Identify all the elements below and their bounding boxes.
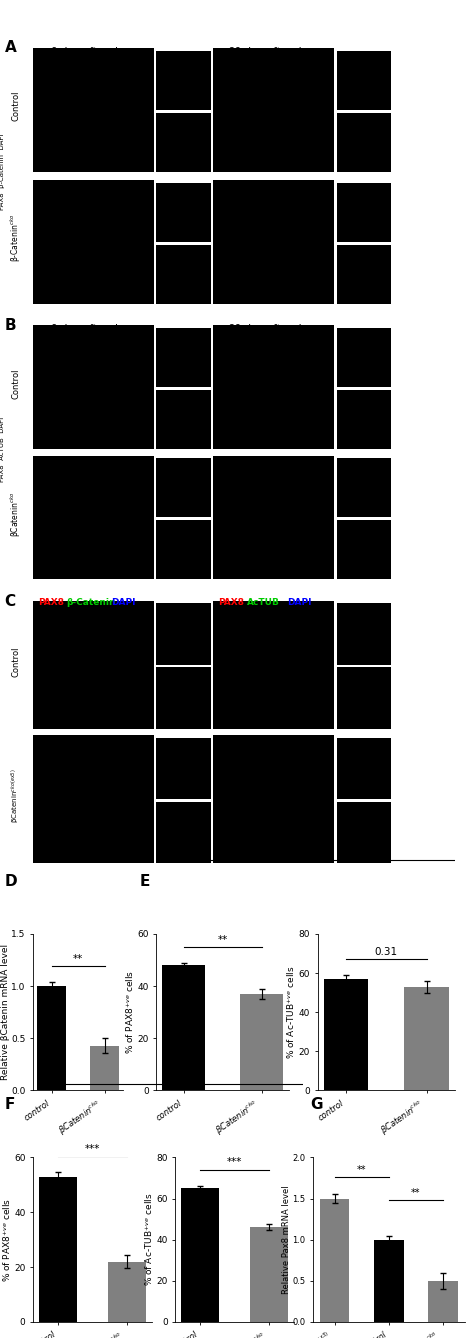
Bar — [250, 1227, 289, 1322]
Text: βCatenin$^{cko}$: βCatenin$^{cko}$ — [9, 491, 23, 537]
Text: B: B — [5, 318, 17, 333]
Text: β-Catenin$^{cko}$: β-Catenin$^{cko}$ — [9, 214, 23, 262]
Text: **: ** — [411, 1188, 420, 1198]
Text: PAX8  β-Catenin  DAPI: PAX8 β-Catenin DAPI — [0, 134, 5, 210]
Bar — [428, 1280, 457, 1322]
Text: 60 day after doxy: 60 day after doxy — [228, 324, 319, 333]
Text: **: ** — [357, 1164, 366, 1175]
Text: DAPI: DAPI — [111, 598, 136, 607]
Y-axis label: % of Ac-TUB$^{+ve}$ cells: % of Ac-TUB$^{+ve}$ cells — [143, 1193, 155, 1286]
Text: E: E — [140, 874, 150, 888]
Text: **: ** — [218, 935, 228, 945]
Text: PAX8: PAX8 — [218, 598, 244, 607]
Bar — [90, 1045, 119, 1090]
Text: PAX8: PAX8 — [38, 598, 64, 607]
Text: Control: Control — [11, 91, 20, 122]
Text: G: G — [310, 1097, 323, 1112]
Bar — [374, 1239, 403, 1322]
Bar — [181, 1188, 219, 1322]
Text: βCatenin$^{cko(ex3)}$: βCatenin$^{cko(ex3)}$ — [9, 768, 22, 823]
Bar — [320, 1199, 349, 1322]
Text: Control: Control — [11, 646, 20, 677]
Text: **: ** — [73, 954, 83, 963]
Text: DAPI: DAPI — [287, 598, 311, 607]
Text: A: A — [5, 40, 17, 55]
Text: ***: *** — [85, 1144, 100, 1153]
Bar — [108, 1262, 146, 1322]
Text: 0.31: 0.31 — [375, 947, 398, 957]
Bar — [38, 1176, 77, 1322]
Text: 0 day after doxy: 0 day after doxy — [51, 324, 136, 333]
Text: PAX8  AcTUB  DAPI: PAX8 AcTUB DAPI — [0, 416, 5, 482]
Text: β-Catenin: β-Catenin — [66, 598, 116, 607]
Text: D: D — [5, 874, 18, 888]
Bar — [324, 979, 368, 1090]
Text: 60 day after doxy: 60 day after doxy — [228, 47, 319, 56]
Bar — [163, 965, 205, 1090]
Y-axis label: Relative Pax8 mRNA level: Relative Pax8 mRNA level — [282, 1185, 291, 1294]
Text: ***: *** — [227, 1157, 242, 1167]
Bar — [240, 994, 283, 1090]
Bar — [37, 986, 66, 1090]
Y-axis label: % of PAX8$^{+ve}$ cells: % of PAX8$^{+ve}$ cells — [1, 1198, 13, 1282]
Text: AcTUB: AcTUB — [246, 598, 279, 607]
Y-axis label: % of Ac-TUB$^{+ve}$ cells: % of Ac-TUB$^{+ve}$ cells — [285, 966, 297, 1058]
Text: C: C — [5, 594, 16, 609]
Text: Control: Control — [11, 368, 20, 399]
Bar — [404, 986, 449, 1090]
Text: F: F — [5, 1097, 15, 1112]
Y-axis label: % of PAX8$^{+ve}$ cells: % of PAX8$^{+ve}$ cells — [124, 970, 136, 1054]
Y-axis label: Relative βCatenin mRNA level: Relative βCatenin mRNA level — [1, 945, 10, 1080]
Text: 0 day after doxy: 0 day after doxy — [51, 47, 136, 56]
